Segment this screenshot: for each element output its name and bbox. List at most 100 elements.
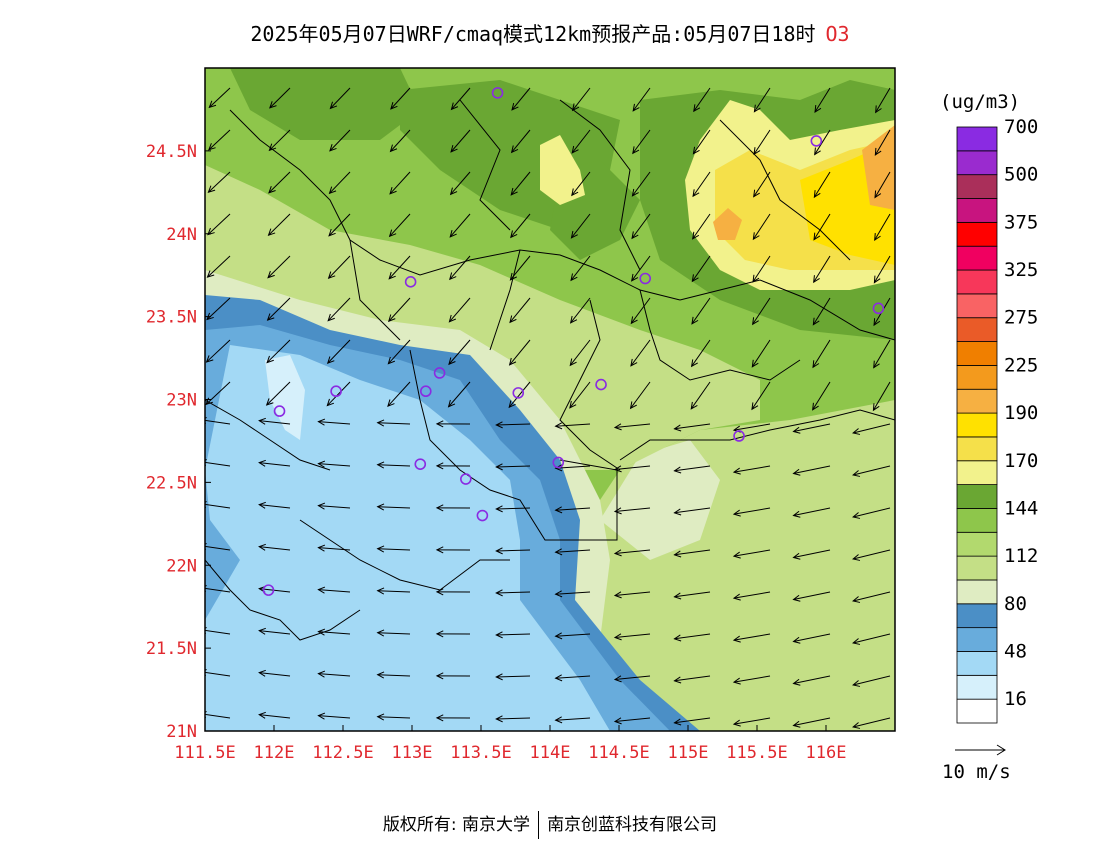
wind-vector-head bbox=[569, 358, 577, 367]
field-dark-green-n1 bbox=[230, 68, 420, 140]
wind-vector bbox=[377, 674, 411, 677]
wind-vector-head bbox=[509, 315, 517, 324]
y-tick-label: 21N bbox=[166, 722, 197, 742]
wind-vector-head bbox=[673, 592, 682, 600]
wind-vector-head bbox=[752, 317, 759, 326]
wind-vector-head bbox=[554, 716, 563, 724]
wind-vector bbox=[571, 171, 591, 196]
legend-label: 80 bbox=[1004, 593, 1027, 615]
wind-vector bbox=[614, 591, 651, 596]
wind-vector bbox=[793, 549, 831, 559]
map-title: 2025年05月07日WRF/cmaq模式12km预报产品:05月07日18时 O… bbox=[0, 18, 1100, 47]
legend-label: 275 bbox=[1004, 307, 1038, 329]
field-orange-spot bbox=[713, 208, 742, 240]
wind-vector-head bbox=[554, 590, 563, 598]
wind-vector bbox=[390, 129, 411, 152]
x-tick-label: 114.5E bbox=[588, 743, 649, 763]
wind-vector bbox=[318, 673, 351, 677]
legend-label: 190 bbox=[1004, 402, 1038, 424]
wind-vector-head bbox=[569, 315, 578, 324]
district-boundary-5 bbox=[205, 399, 331, 471]
wind-vector bbox=[450, 129, 471, 153]
wind-vector-head bbox=[326, 356, 335, 364]
wind-vector-head bbox=[813, 190, 821, 199]
y-tick-label: 24N bbox=[166, 225, 197, 245]
wind-vector bbox=[752, 255, 771, 283]
wind-vector bbox=[330, 87, 351, 109]
wind-vector-head bbox=[205, 397, 213, 406]
wind-vector-head bbox=[495, 589, 503, 597]
wind-vector bbox=[496, 423, 531, 426]
wind-vector-head bbox=[495, 715, 503, 723]
wind-vector-head bbox=[317, 586, 326, 594]
wind-vector-head bbox=[874, 233, 881, 242]
legend-swatch bbox=[956, 436, 998, 462]
wind-vector bbox=[259, 462, 291, 467]
wind-vector bbox=[318, 589, 351, 593]
wind-vector-head bbox=[267, 270, 275, 279]
wind-vector bbox=[733, 549, 771, 557]
wind-vector-head bbox=[613, 465, 622, 473]
x-tick-label: 112E bbox=[254, 743, 295, 763]
wind-vector bbox=[555, 633, 591, 637]
wind-vector bbox=[327, 297, 351, 322]
wind-vector-head bbox=[387, 399, 395, 408]
wind-vector-head bbox=[732, 677, 741, 685]
wind-vector-head bbox=[630, 358, 638, 367]
legend-swatch bbox=[956, 364, 998, 390]
wind-vector bbox=[207, 255, 231, 278]
wind-vector-head bbox=[388, 271, 396, 280]
wind-vector bbox=[377, 716, 411, 719]
wind-vector-head bbox=[554, 464, 563, 472]
wind-vector bbox=[674, 507, 711, 514]
legend-swatch bbox=[956, 341, 998, 366]
wind-vector bbox=[268, 213, 291, 236]
legend-label: 48 bbox=[1004, 640, 1027, 662]
wind-vector-head bbox=[813, 275, 820, 284]
wind-vector bbox=[614, 549, 651, 554]
wind-vector bbox=[555, 423, 591, 427]
wind-vector-head bbox=[873, 318, 881, 327]
wind-vector-head bbox=[265, 398, 274, 406]
legend-swatch bbox=[956, 317, 998, 342]
wind-vector-head bbox=[449, 272, 457, 281]
x-tick-label: 116E bbox=[806, 743, 847, 763]
wind-vector-head bbox=[613, 717, 622, 725]
wind-vector-head bbox=[435, 588, 444, 596]
wind-vector bbox=[733, 423, 771, 431]
wind-vector bbox=[733, 507, 771, 515]
station-marker bbox=[404, 276, 417, 288]
wind-vector-head bbox=[613, 675, 622, 683]
wind-vector bbox=[389, 171, 411, 195]
wind-vector-head bbox=[673, 508, 682, 516]
wind-vector bbox=[449, 297, 471, 323]
wind-vector-head bbox=[495, 463, 503, 471]
wind-vector bbox=[328, 213, 351, 237]
wind-vector-head bbox=[872, 403, 880, 412]
wind-vector-head bbox=[317, 670, 326, 678]
wind-vectors bbox=[205, 87, 891, 729]
wind-vector-head bbox=[450, 102, 459, 111]
wind-vector bbox=[793, 465, 831, 475]
legend-label: 225 bbox=[1004, 354, 1038, 376]
wind-vector bbox=[793, 633, 831, 643]
wind-vector bbox=[692, 213, 711, 240]
wind-vector bbox=[377, 506, 411, 509]
station-marker bbox=[414, 458, 427, 470]
wind-vector bbox=[853, 507, 891, 518]
y-tick-label: 21.5N bbox=[146, 639, 197, 659]
wind-vector-head bbox=[388, 229, 397, 238]
wind-vector bbox=[267, 255, 291, 279]
wind-vector bbox=[751, 339, 771, 368]
coastline-1 bbox=[409, 349, 618, 541]
district-boundary-4 bbox=[559, 299, 621, 471]
wind-vector-head bbox=[631, 273, 639, 282]
wind-vector-head bbox=[631, 231, 639, 240]
wind-vector bbox=[813, 171, 831, 198]
wind-vector bbox=[496, 591, 531, 594]
wind-vector bbox=[692, 171, 711, 197]
legend-label: 170 bbox=[1004, 450, 1038, 472]
coastline-east bbox=[619, 409, 895, 461]
wind-vector-head bbox=[613, 591, 622, 599]
